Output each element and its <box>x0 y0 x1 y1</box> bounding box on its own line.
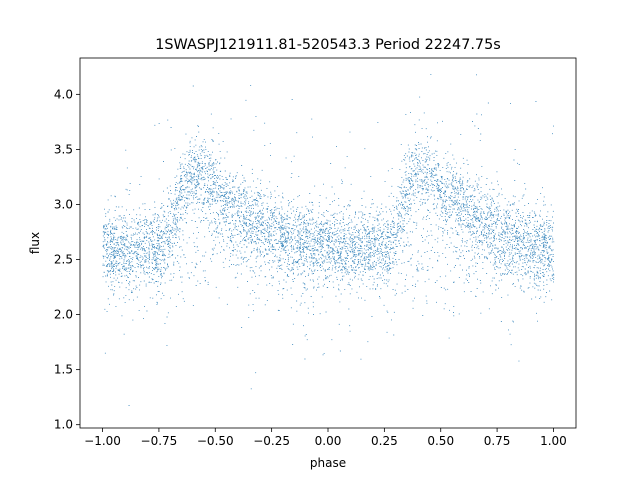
y-tick-label: 3.5 <box>54 142 73 156</box>
y-axis-label: flux <box>28 232 42 254</box>
y-axis: 1.0 1.5 2.0 2.5 3.0 3.5 4.0 <box>54 87 80 432</box>
x-tick-label: 0.25 <box>371 434 398 448</box>
x-tick-label: −0.50 <box>197 434 234 448</box>
data-points <box>102 73 555 406</box>
y-tick-label: 2.0 <box>54 308 73 322</box>
x-axis: −1.00 −0.75 −0.50 −0.25 0.00 0.25 0.50 0.75 1.00 <box>84 428 567 448</box>
x-axis-label: phase <box>310 456 346 470</box>
x-tick-label: −0.25 <box>253 434 290 448</box>
y-tick-label: 1.0 <box>54 418 73 432</box>
scatter-points <box>102 73 555 406</box>
x-tick-label: −0.75 <box>141 434 178 448</box>
x-tick-label: −1.00 <box>84 434 121 448</box>
x-tick-label: 0.75 <box>484 434 511 448</box>
x-tick-label: 0.00 <box>315 434 342 448</box>
y-tick-label: 4.0 <box>54 87 73 101</box>
y-tick-label: 1.5 <box>54 363 73 377</box>
y-tick-label: 3.0 <box>54 197 73 211</box>
x-tick-label: 0.50 <box>427 434 454 448</box>
chart-title: 1SWASPJ121911.81-520543.3 Period 22247.7… <box>155 37 501 53</box>
y-tick-label: 2.5 <box>54 253 73 267</box>
x-tick-label: 1.00 <box>540 434 567 448</box>
